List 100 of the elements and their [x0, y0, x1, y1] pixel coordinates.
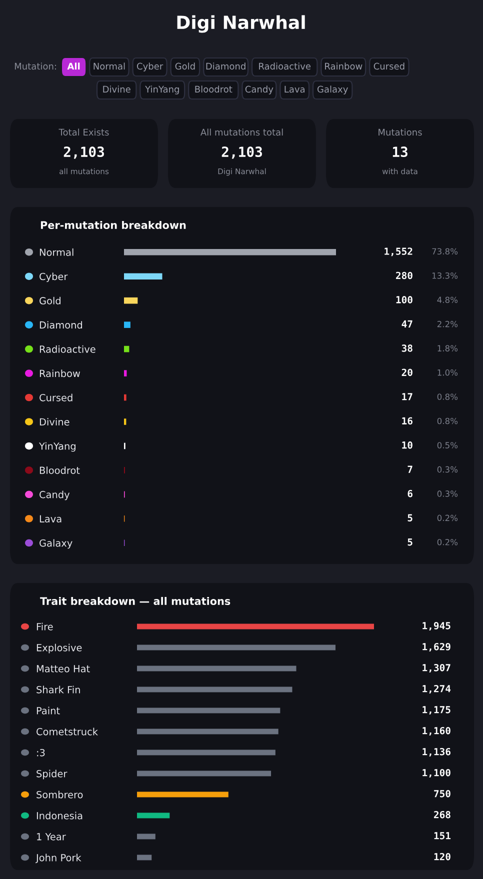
y-tick-label: Indonesia — [36, 812, 82, 820]
data-label: 1,945 — [422, 622, 450, 631]
y-tick-label: Gold — [40, 296, 60, 304]
data-label: 750 — [434, 790, 450, 798]
bar — [124, 248, 336, 256]
text: 4.8% — [437, 296, 458, 303]
data-label: 280 — [396, 272, 412, 280]
text: Divine — [103, 86, 130, 93]
y-tick-label: Cursed — [40, 394, 72, 402]
y-tick-label: Rainbow — [40, 370, 80, 378]
text: Gold — [175, 62, 195, 70]
y-tick-label: 1 Year — [37, 833, 66, 840]
text: Mutations — [378, 128, 422, 136]
text: Diamond — [206, 62, 246, 70]
data-label: 5 — [408, 538, 412, 546]
data-label: 1,274 — [422, 684, 451, 694]
y-tick-label: John Pork — [35, 854, 82, 864]
chart-title: Trait breakdown — all mutations — [40, 596, 230, 606]
y-tick-label: Shark Fin — [36, 686, 80, 694]
bar — [137, 686, 292, 692]
bar — [137, 750, 276, 756]
text: 13.3% — [432, 272, 458, 279]
text: 0.3% — [437, 490, 458, 497]
text: 2.2% — [437, 320, 458, 328]
bar — [137, 708, 280, 714]
text: 0.8% — [437, 394, 458, 400]
text: Rainbow — [325, 62, 362, 70]
bar — [137, 644, 336, 650]
y-tick-label: Spider — [36, 770, 68, 780]
bar — [137, 854, 152, 860]
text: Digi Narwhal — [177, 15, 305, 33]
y-tick-label: Normal — [40, 248, 74, 256]
bar — [124, 273, 162, 280]
y-tick-label: Cyber — [40, 272, 68, 282]
text: 2,103 — [222, 146, 262, 159]
chart-title: Per-mutation breakdown — [40, 220, 186, 230]
data-label: 38 — [402, 344, 412, 352]
data-label: 47 — [402, 320, 412, 328]
text: All mutations total — [200, 128, 283, 136]
data-label: 1,136 — [422, 748, 450, 757]
y-tick-label: Bloodrot — [40, 466, 80, 474]
y-tick-label: Paint — [36, 706, 60, 714]
bar — [137, 728, 278, 734]
bar — [124, 297, 138, 304]
data-label: 1,307 — [422, 664, 450, 673]
y-tick-label: Sombrero — [36, 790, 83, 798]
data-label: 1,629 — [422, 642, 450, 652]
text: 0.2% — [437, 539, 458, 546]
text: 0.5% — [437, 442, 458, 448]
text: Galaxy — [317, 86, 348, 94]
y-tick-label: Galaxy — [40, 539, 72, 549]
bar — [137, 834, 156, 840]
text: Cursed — [374, 62, 404, 70]
bar — [124, 322, 130, 328]
text: YinYang — [145, 86, 179, 94]
text: Radioactive — [259, 62, 311, 70]
text: 1.8% — [438, 345, 458, 352]
data-label: 5 — [408, 514, 412, 522]
data-label: 7 — [408, 466, 412, 473]
data-label: 1,175 — [422, 706, 450, 715]
data-label: 17 — [402, 393, 412, 400]
data-label: 6 — [408, 490, 412, 498]
text: Total Exists — [58, 128, 109, 136]
bar — [137, 770, 272, 776]
data-label: 100 — [396, 296, 412, 304]
text: Bloodrot — [195, 86, 232, 93]
text: 2,103 — [64, 146, 104, 159]
bar — [137, 792, 228, 798]
text: 1.0% — [438, 369, 458, 376]
text: Cyber — [136, 62, 164, 72]
text: Mutation: — [14, 62, 56, 70]
bar — [124, 346, 130, 352]
y-tick-label: Fire — [36, 622, 53, 630]
text: 0.3% — [437, 466, 458, 473]
text: Candy — [245, 86, 274, 94]
data-label: 268 — [434, 810, 450, 818]
text: Normal — [94, 62, 125, 70]
data-label: 16 — [402, 417, 412, 425]
text: 0.8% — [437, 418, 458, 424]
bar — [137, 624, 374, 630]
text: 13 — [392, 146, 408, 158]
text: 73.8% — [432, 248, 458, 255]
y-tick-label: Radioactive — [40, 345, 96, 353]
data-label: 120 — [434, 852, 450, 860]
y-tick-label: YinYang — [38, 442, 76, 452]
bar — [124, 370, 127, 376]
data-label: 1,160 — [422, 726, 450, 736]
y-tick-label: Explosive — [36, 644, 82, 654]
data-label: 1,100 — [422, 768, 450, 778]
y-tick-label: Matteo Hat — [36, 665, 90, 672]
y-tick-label: Diamond — [40, 321, 82, 329]
text: All — [67, 62, 80, 70]
data-label: 10 — [402, 441, 412, 449]
y-tick-label: :3 — [37, 748, 45, 756]
data-label: 151 — [434, 832, 451, 840]
text: Lava — [284, 86, 304, 93]
data-label: 20 — [402, 368, 412, 376]
data-label: 1,552 — [384, 248, 412, 256]
bar — [137, 666, 296, 672]
y-tick-label: Lava — [40, 515, 62, 522]
